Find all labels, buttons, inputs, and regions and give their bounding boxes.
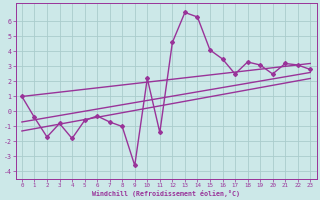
X-axis label: Windchill (Refroidissement éolien,°C): Windchill (Refroidissement éolien,°C) <box>92 190 240 197</box>
